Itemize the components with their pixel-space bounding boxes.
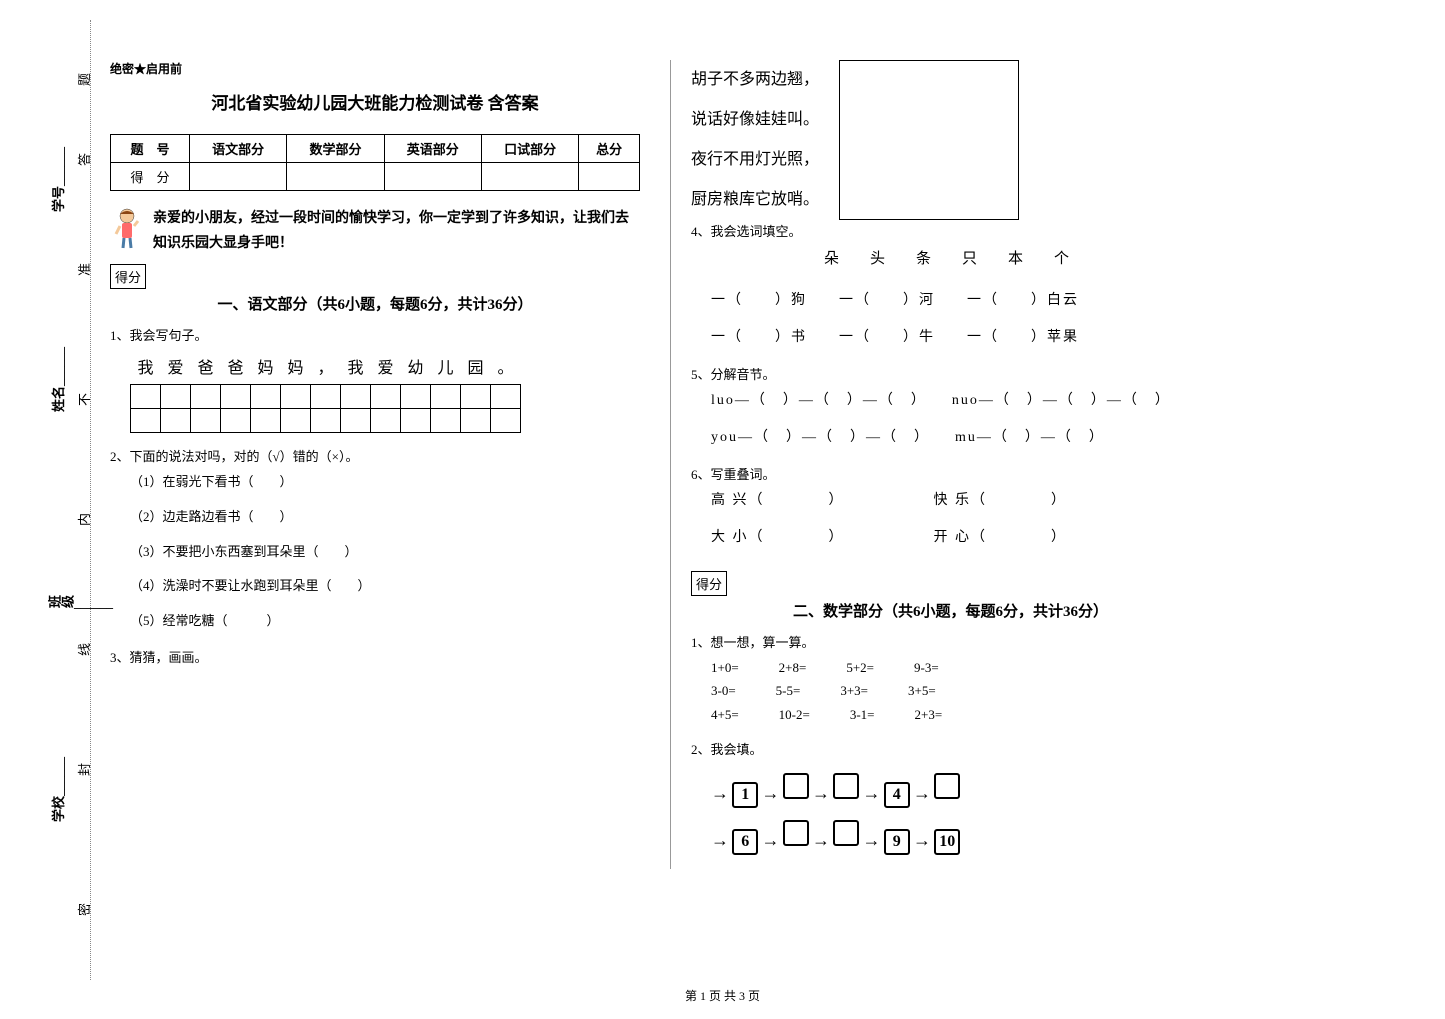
math-q2-label: 2、我会填。 (691, 738, 1210, 763)
question-4: 4、我会选词填空。 朵 头 条 只 本 个 一（ ）狗 一（ ）河 一（ ）白云… (691, 220, 1210, 351)
char-write-row (131, 409, 521, 433)
score-table: 题 号 语文部分 数学部分 英语部分 口试部分 总分 得 分 (110, 134, 640, 191)
fill-line: 高 兴（ ） 快 乐（ ） (711, 488, 1210, 515)
question-1: 1、我会写句子。 我 爱 爸 爸 妈 妈 ， 我 爱 幼 儿 园 。 (110, 324, 640, 433)
score-cell (189, 163, 286, 191)
math-q2: 2、我会填。 → 1 → → → 4 → → 6 → → → (691, 738, 1210, 857)
q4-label: 4、我会选词填空。 (691, 220, 1210, 245)
math-problems: 1+0= 2+8= 5+2= 9-3= 3-0= 5-5= 3+3= 3+5= … (711, 656, 1210, 726)
score-cell (384, 163, 481, 191)
header-cell: 数学部分 (287, 135, 384, 163)
score-box: 得分 (691, 571, 727, 596)
question-6: 6、写重叠词。 高 兴（ ） 快 乐（ ） 大 小（ ） 开 心（ ） (691, 463, 1210, 551)
math-q1-label: 1、想一想，算一算。 (691, 631, 1210, 656)
question-3: 3、猜猜，画画。 (110, 646, 640, 671)
num-box (934, 773, 960, 799)
table-row: 得 分 (111, 163, 640, 191)
fill-line: luo—（ ）—（ ）—（ ） nuo—（ ）—（ ）—（ ） (711, 388, 1210, 415)
arrow-icon: → (762, 783, 780, 803)
q2-label: 2、下面的说法对吗，对的（√）错的（×）。 (110, 445, 640, 470)
fill-line: 一（ ）书 一（ ）牛 一（ ）苹果 (711, 325, 1210, 352)
q2-item: （1）在弱光下看书（ ） (130, 470, 640, 495)
char-table: 我 爱 爸 爸 妈 妈 ， 我 爱 幼 儿 园 。 (130, 354, 521, 433)
header-cell: 题 号 (111, 135, 190, 163)
score-box: 得分 (110, 264, 146, 289)
fold-line (90, 20, 91, 980)
char-header-row: 我 爱 爸 爸 妈 妈 ， 我 爱 幼 儿 园 。 (131, 354, 521, 385)
intro-text: 亲爱的小朋友，经过一段时间的愉快学习，你一定学到了许多知识，让我们去知识乐园大显… (153, 206, 640, 256)
q2-item: （3）不要把小东西塞到耳朵里（ ） (130, 540, 640, 565)
num-box: 1 (732, 782, 758, 808)
math-q1: 1、想一想，算一算。 1+0= 2+8= 5+2= 9-3= 3-0= 5-5=… (691, 631, 1210, 726)
score-cell (287, 163, 384, 191)
q2-item: （5）经常吃糖（ ） (130, 609, 640, 634)
riddle-text: 胡子不多两边翘， 说话好像娃娃叫。 夜行不用灯光照， 厨房粮库它放哨。 (691, 60, 819, 220)
arrow-icon: → (762, 830, 780, 850)
q3-label: 3、猜猜，画画。 (110, 646, 640, 671)
q5-label: 5、分解音节。 (691, 363, 1210, 388)
exam-title: 河北省实验幼儿园大班能力检测试卷 含答案 (110, 89, 640, 114)
fill-line: 大 小（ ） 开 心（ ） (711, 525, 1210, 552)
sequence-1: → 1 → → → 4 → (711, 773, 1210, 810)
row-label-cell: 得 分 (111, 163, 190, 191)
section1-title: 一、语文部分（共6小题，每题6分，共计36分） (110, 293, 640, 314)
math-row: 4+5= 10-2= 3-1= 2+3= (711, 703, 1210, 726)
num-box (833, 773, 859, 799)
riddle-line: 胡子不多两边翘， (691, 60, 819, 100)
char-write-row (131, 385, 521, 409)
page-content: 绝密★启用前 河北省实验幼儿园大班能力检测试卷 含答案 题 号 语文部分 数学部… (110, 60, 1410, 869)
intro-section: 亲爱的小朋友，经过一段时间的愉快学习，你一定学到了许多知识，让我们去知识乐园大显… (110, 206, 640, 256)
sequence-2: → 6 → → → 9 → 10 (711, 820, 1210, 857)
arrow-icon: → (812, 830, 830, 850)
q1-label: 1、我会写句子。 (110, 324, 640, 349)
section2-title: 二、数学部分（共6小题，每题6分，共计36分） (691, 600, 1210, 621)
q2-item: （2）边走路边看书（ ） (130, 505, 640, 530)
word-bank: 朵 头 条 只 本 个 (691, 245, 1210, 274)
question-2: 2、下面的说法对吗，对的（√）错的（×）。 （1）在弱光下看书（ ） （2）边走… (110, 445, 640, 633)
arrow-icon: → (711, 830, 729, 850)
header-cell: 英语部分 (384, 135, 481, 163)
child-icon (110, 206, 145, 251)
right-column: 胡子不多两边翘， 说话好像娃娃叫。 夜行不用灯光照， 厨房粮库它放哨。 4、我会… (670, 60, 1210, 869)
num-box (783, 820, 809, 846)
header-cell: 语文部分 (189, 135, 286, 163)
arrow-icon: → (913, 830, 931, 850)
header-cell: 口试部分 (481, 135, 578, 163)
arrow-icon: → (863, 830, 881, 850)
riddle-line: 夜行不用灯光照， (691, 140, 819, 180)
arrow-icon: → (863, 783, 881, 803)
fill-line: you—（ ）—（ ）—（ ） mu—（ ）—（ ） (711, 425, 1210, 452)
math-row: 3-0= 5-5= 3+3= 3+5= (711, 679, 1210, 702)
confidential-label: 绝密★启用前 (110, 60, 640, 77)
num-box: 4 (884, 782, 910, 808)
num-box (833, 820, 859, 846)
arrow-icon: → (711, 783, 729, 803)
question-5: 5、分解音节。 luo—（ ）—（ ）—（ ） nuo—（ ）—（ ）—（ ） … (691, 363, 1210, 451)
num-box: 6 (732, 829, 758, 855)
num-box (783, 773, 809, 799)
riddle-box: 胡子不多两边翘， 说话好像娃娃叫。 夜行不用灯光照， 厨房粮库它放哨。 (691, 60, 1210, 220)
riddle-line: 说话好像娃娃叫。 (691, 100, 819, 140)
table-row: 题 号 语文部分 数学部分 英语部分 口试部分 总分 (111, 135, 640, 163)
score-cell (481, 163, 578, 191)
draw-box (839, 60, 1019, 220)
left-column: 绝密★启用前 河北省实验幼儿园大班能力检测试卷 含答案 题 号 语文部分 数学部… (110, 60, 650, 869)
header-cell: 总分 (579, 135, 640, 163)
page-footer: 第 1 页 共 3 页 (685, 987, 760, 1004)
q6-label: 6、写重叠词。 (691, 463, 1210, 488)
arrow-icon: → (913, 783, 931, 803)
num-box: 10 (934, 829, 960, 855)
num-box: 9 (884, 829, 910, 855)
riddle-line: 厨房粮库它放哨。 (691, 180, 819, 220)
info-sidebar: 题 答 学号______ 准 不 姓名______ 内 班级______ 线 封… (60, 20, 90, 980)
math-row: 1+0= 2+8= 5+2= 9-3= (711, 656, 1210, 679)
q2-item: （4）洗澡时不要让水跑到耳朵里（ ） (130, 574, 640, 599)
arrow-icon: → (812, 783, 830, 803)
fill-line: 一（ ）狗 一（ ）河 一（ ）白云 (711, 288, 1210, 315)
score-cell (579, 163, 640, 191)
